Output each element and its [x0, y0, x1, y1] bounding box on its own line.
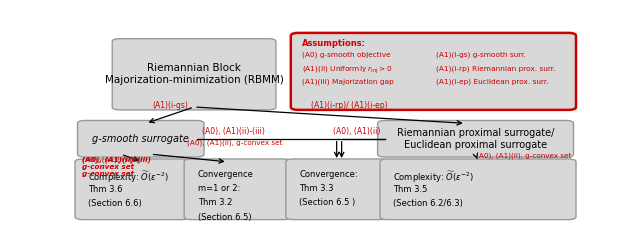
FancyBboxPatch shape — [184, 159, 291, 220]
Text: Riemannian proximal surrogate/
Euclidean proximal surrogate: Riemannian proximal surrogate/ Euclidean… — [397, 128, 554, 150]
Text: Thm 3.2: Thm 3.2 — [198, 198, 232, 207]
Text: (A0), (A1)(ii)-(iii): (A0), (A1)(ii)-(iii) — [202, 127, 264, 136]
FancyBboxPatch shape — [291, 33, 576, 110]
Text: (Section 6.5 ): (Section 6.5 ) — [300, 198, 355, 207]
Text: Riemannian Block
Majorization-minimization (RBMM): Riemannian Block Majorization-minimizati… — [105, 64, 284, 85]
Text: (A0), (A1)(ii), g-convex set: (A0), (A1)(ii), g-convex set — [187, 139, 282, 145]
Text: (Section 6.2/6.3): (Section 6.2/6.3) — [394, 200, 463, 208]
Text: (A1)(i-rp) Riemannian prox. surr.: (A1)(i-rp) Riemannian prox. surr. — [436, 65, 556, 71]
FancyBboxPatch shape — [112, 39, 276, 110]
Text: (Section 6.5): (Section 6.5) — [198, 213, 251, 222]
Text: g-convex set: g-convex set — [83, 170, 134, 177]
Text: Complexity: $\widetilde{O}(\epsilon^{-2})$: Complexity: $\widetilde{O}(\epsilon^{-2}… — [394, 170, 475, 185]
Text: (A0), (A1)(ii)-(iii): (A0), (A1)(ii)-(iii) — [83, 156, 141, 162]
Text: (A1)(i-gs): (A1)(i-gs) — [152, 101, 188, 110]
Text: Thm 3.6: Thm 3.6 — [88, 185, 123, 194]
Text: g-smooth surrogate: g-smooth surrogate — [92, 134, 189, 144]
Text: (A1)(i-ep) Euclidean prox. surr.: (A1)(i-ep) Euclidean prox. surr. — [436, 79, 548, 86]
Text: (A0) g-smooth objective: (A0) g-smooth objective — [302, 51, 391, 58]
FancyBboxPatch shape — [378, 120, 573, 157]
Text: Complexity: $\widetilde{O}(\epsilon^{-2})$: Complexity: $\widetilde{O}(\epsilon^{-2}… — [88, 170, 170, 185]
Text: (A0), (A1)(ii), g-convex set: (A0), (A1)(ii), g-convex set — [476, 152, 571, 159]
FancyBboxPatch shape — [380, 159, 576, 220]
Text: (A1)(iii) Majorization gap: (A1)(iii) Majorization gap — [302, 79, 394, 86]
FancyBboxPatch shape — [286, 159, 388, 220]
Text: (A0), (A1)(ii)-(iii)
g-convex set: (A0), (A1)(ii)-(iii) g-convex set — [83, 156, 152, 170]
Text: (A0), (A1)(ii): (A0), (A1)(ii) — [333, 127, 380, 136]
Text: Convergence:: Convergence: — [300, 170, 358, 178]
Text: (Section 6.6): (Section 6.6) — [88, 200, 142, 208]
Text: Assumptions:: Assumptions: — [302, 39, 366, 48]
Text: Thm 3.3: Thm 3.3 — [300, 184, 333, 193]
Text: (A1)(i-rp)/ (A1)(i-ep): (A1)(i-rp)/ (A1)(i-ep) — [312, 101, 388, 110]
FancyBboxPatch shape — [75, 159, 189, 220]
Text: m=1 or 2:: m=1 or 2: — [198, 184, 240, 193]
Text: Thm 3.5: Thm 3.5 — [394, 185, 428, 194]
Text: (A1)(ii) Uniformly $r_{\mathrm{inj}} > 0$: (A1)(ii) Uniformly $r_{\mathrm{inj}} > 0… — [302, 65, 393, 76]
FancyBboxPatch shape — [77, 120, 204, 157]
Text: Convergence: Convergence — [198, 170, 253, 178]
Text: (A1)(i-gs) g-smooth surr.: (A1)(i-gs) g-smooth surr. — [436, 51, 526, 58]
